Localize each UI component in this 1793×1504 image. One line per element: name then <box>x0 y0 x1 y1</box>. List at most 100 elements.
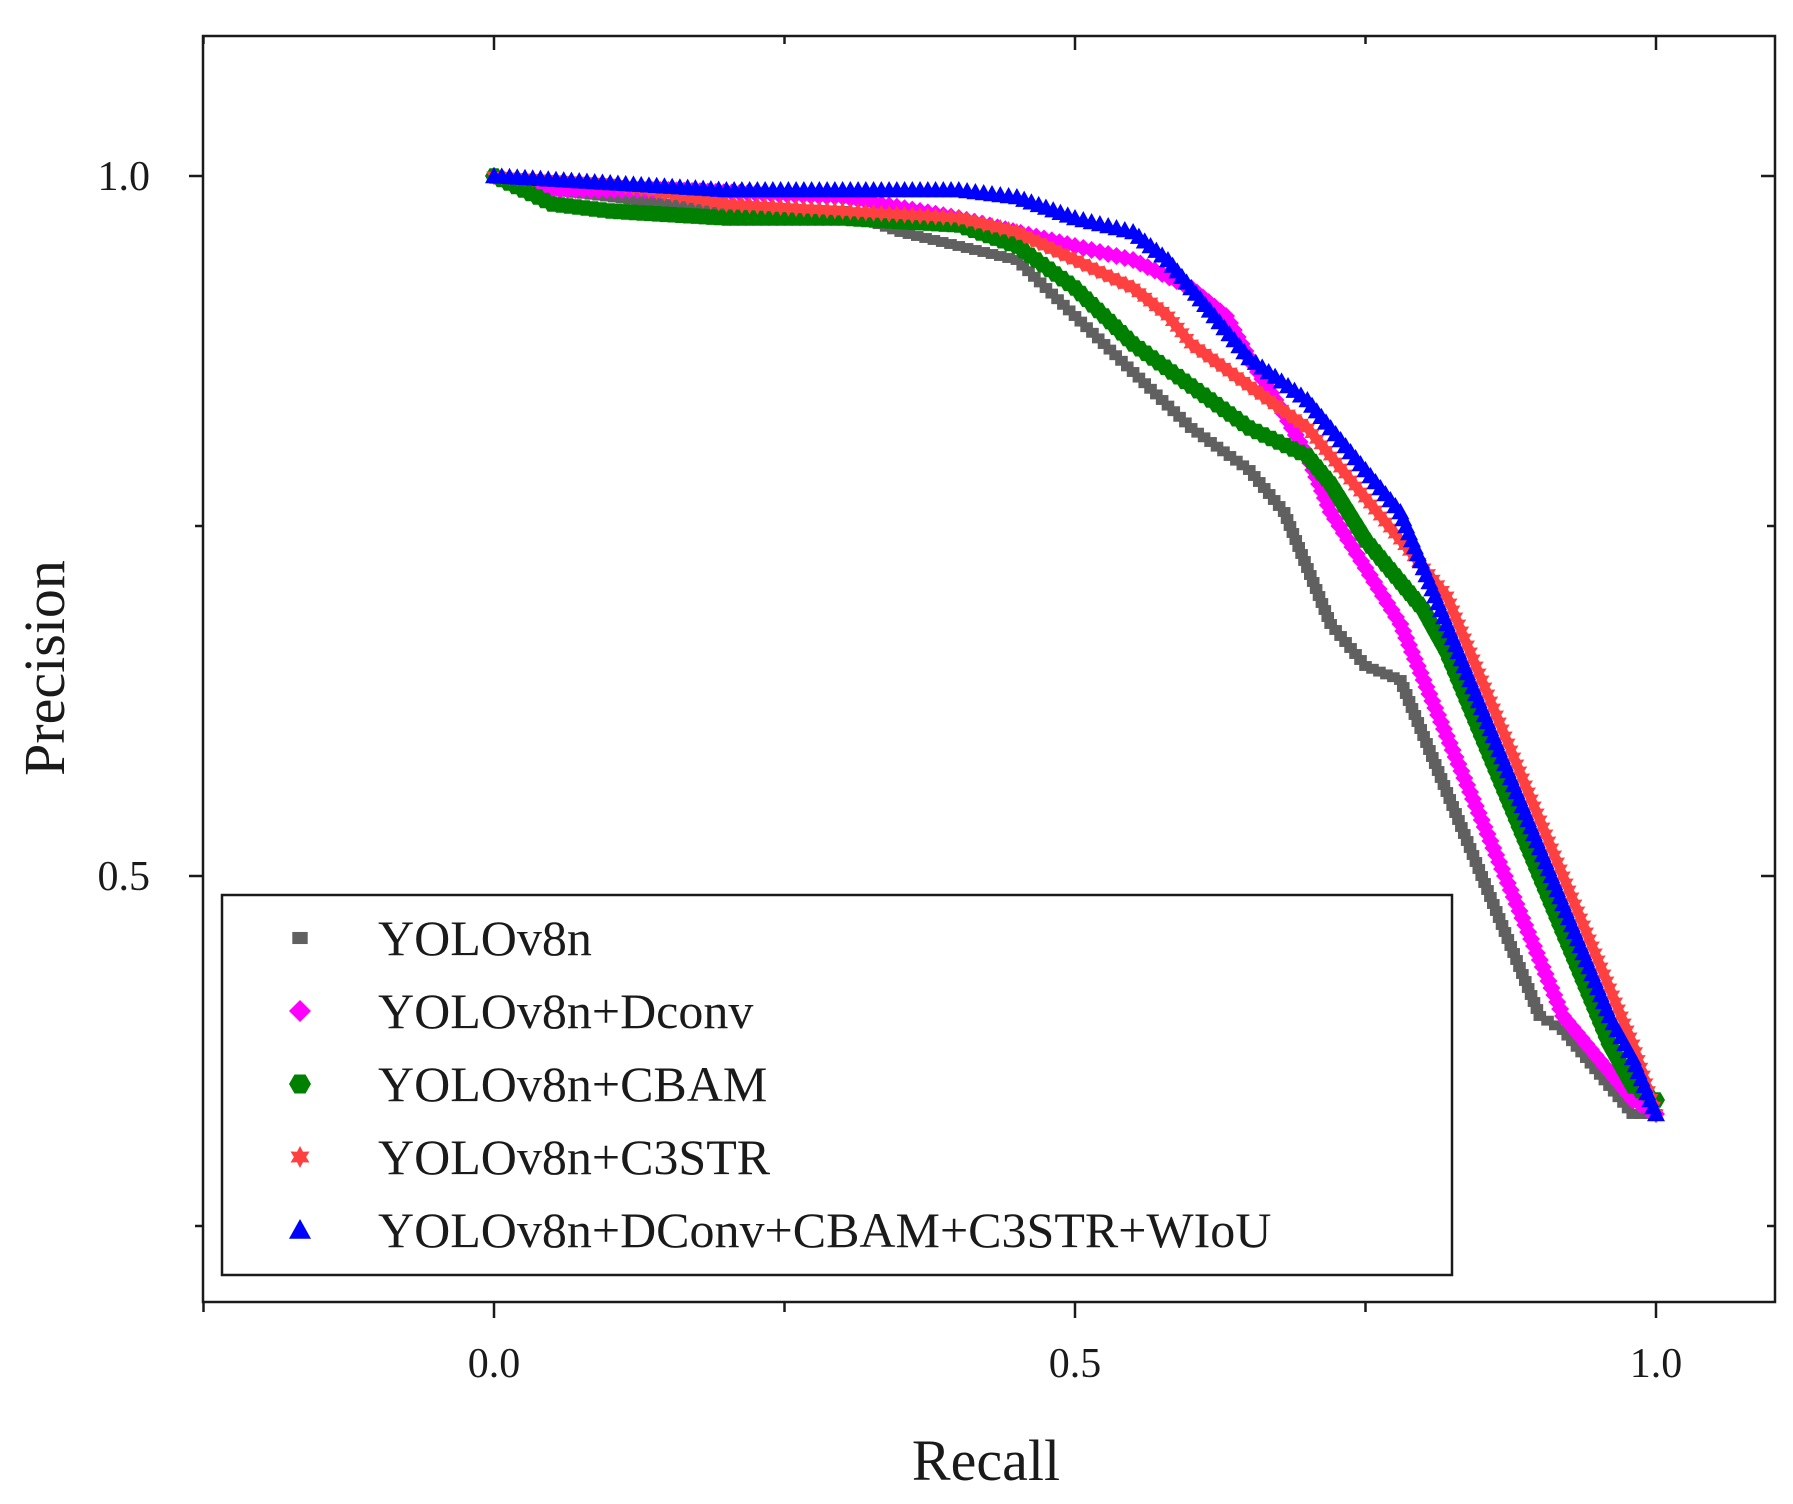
data-point <box>1372 507 1389 525</box>
data-point <box>638 196 652 207</box>
data-point <box>969 245 982 255</box>
data-point <box>1485 699 1502 717</box>
data-point <box>1440 787 1454 797</box>
data-point <box>1097 339 1111 349</box>
data-point <box>1144 383 1157 394</box>
data-point <box>985 249 999 259</box>
data-point <box>944 239 957 249</box>
data-point <box>1169 318 1186 337</box>
data-point <box>1520 783 1536 801</box>
data-point <box>1299 419 1316 437</box>
data-point <box>1009 223 1025 241</box>
data-point <box>1120 361 1134 372</box>
data-point <box>1453 622 1470 640</box>
data-point <box>1057 299 1070 310</box>
data-point <box>1575 1047 1588 1058</box>
data-point <box>1103 268 1120 287</box>
data-point <box>1482 692 1499 710</box>
data-point <box>1304 570 1317 580</box>
data-point <box>1570 1041 1584 1052</box>
data-point <box>1148 297 1165 316</box>
data-point <box>765 197 781 216</box>
data-point <box>819 201 835 220</box>
data-point <box>1478 878 1491 888</box>
data-point <box>1420 738 1433 748</box>
data-point <box>679 188 696 206</box>
data-point <box>1469 857 1483 867</box>
data-point <box>1548 1020 1562 1031</box>
data-point <box>1262 489 1276 499</box>
data-point <box>695 190 711 209</box>
data-point <box>1222 363 1238 381</box>
data-point <box>1342 471 1359 489</box>
data-point <box>1142 293 1159 311</box>
data-point <box>1428 759 1442 769</box>
data-point <box>1357 489 1374 507</box>
legend-item: YOLOv8n+C3STR <box>290 1129 771 1185</box>
data-point <box>1318 605 1332 615</box>
data-point <box>1366 663 1379 674</box>
data-point <box>1449 808 1462 818</box>
data-point <box>1339 637 1352 647</box>
data-point <box>1492 913 1506 923</box>
data-point <box>1267 495 1281 505</box>
data-point <box>1504 941 1518 951</box>
data-point <box>1508 755 1525 773</box>
data-point <box>1578 923 1595 941</box>
data-point <box>1023 230 1040 248</box>
y-axis-title: Precision <box>12 560 77 776</box>
data-point <box>1497 727 1513 745</box>
data-point <box>1584 1058 1598 1069</box>
data-point <box>1155 395 1169 405</box>
data-point <box>1540 832 1557 850</box>
data-point <box>1252 477 1266 487</box>
data-point <box>1196 344 1212 363</box>
data-point <box>951 209 967 227</box>
data-point <box>1110 272 1127 290</box>
data-point <box>1293 414 1309 433</box>
data-point <box>1593 958 1609 976</box>
data-point <box>1202 349 1219 367</box>
data-point <box>911 231 924 241</box>
data-point <box>943 208 959 227</box>
data-point <box>1081 258 1098 276</box>
data-point <box>1459 636 1475 654</box>
data-point <box>1494 720 1510 738</box>
data-point <box>772 198 789 217</box>
data-point <box>1495 920 1509 930</box>
legend-label: YOLOv8n+DConv+CBAM+C3STR+WIoU <box>378 1202 1271 1258</box>
data-point <box>1523 790 1539 808</box>
data-point <box>1408 710 1422 720</box>
data-point <box>672 186 688 205</box>
data-point <box>920 207 936 226</box>
data-point <box>669 199 683 210</box>
x-tick-label: 0.5 <box>1049 1341 1102 1387</box>
data-point <box>1537 825 1554 843</box>
data-point <box>1465 650 1481 668</box>
data-point <box>1634 1109 1647 1119</box>
data-point <box>1587 944 1603 962</box>
data-point <box>803 200 820 219</box>
data-point <box>927 235 941 245</box>
data-point <box>1236 460 1250 471</box>
data-point <box>1347 477 1364 495</box>
data-point <box>1164 312 1181 331</box>
data-point <box>952 241 966 251</box>
data-point <box>1312 591 1326 601</box>
data-point <box>850 202 866 221</box>
x-axis-title: Recall <box>912 1428 1060 1493</box>
legend-box <box>220 893 1454 1277</box>
data-point <box>1086 327 1099 338</box>
legend-label: YOLOv8n+CBAM <box>378 1056 767 1112</box>
data-point <box>935 237 949 247</box>
data-point <box>994 251 1007 261</box>
legend-label: YOLOv8n+C3STR <box>378 1129 771 1185</box>
data-point <box>1334 631 1347 641</box>
data-point <box>1247 471 1261 481</box>
data-point <box>1555 867 1571 885</box>
data-point <box>646 197 660 208</box>
data-point <box>685 200 699 210</box>
data-point <box>1621 1103 1635 1114</box>
data-point <box>1126 367 1140 377</box>
data-point <box>1589 1064 1602 1075</box>
